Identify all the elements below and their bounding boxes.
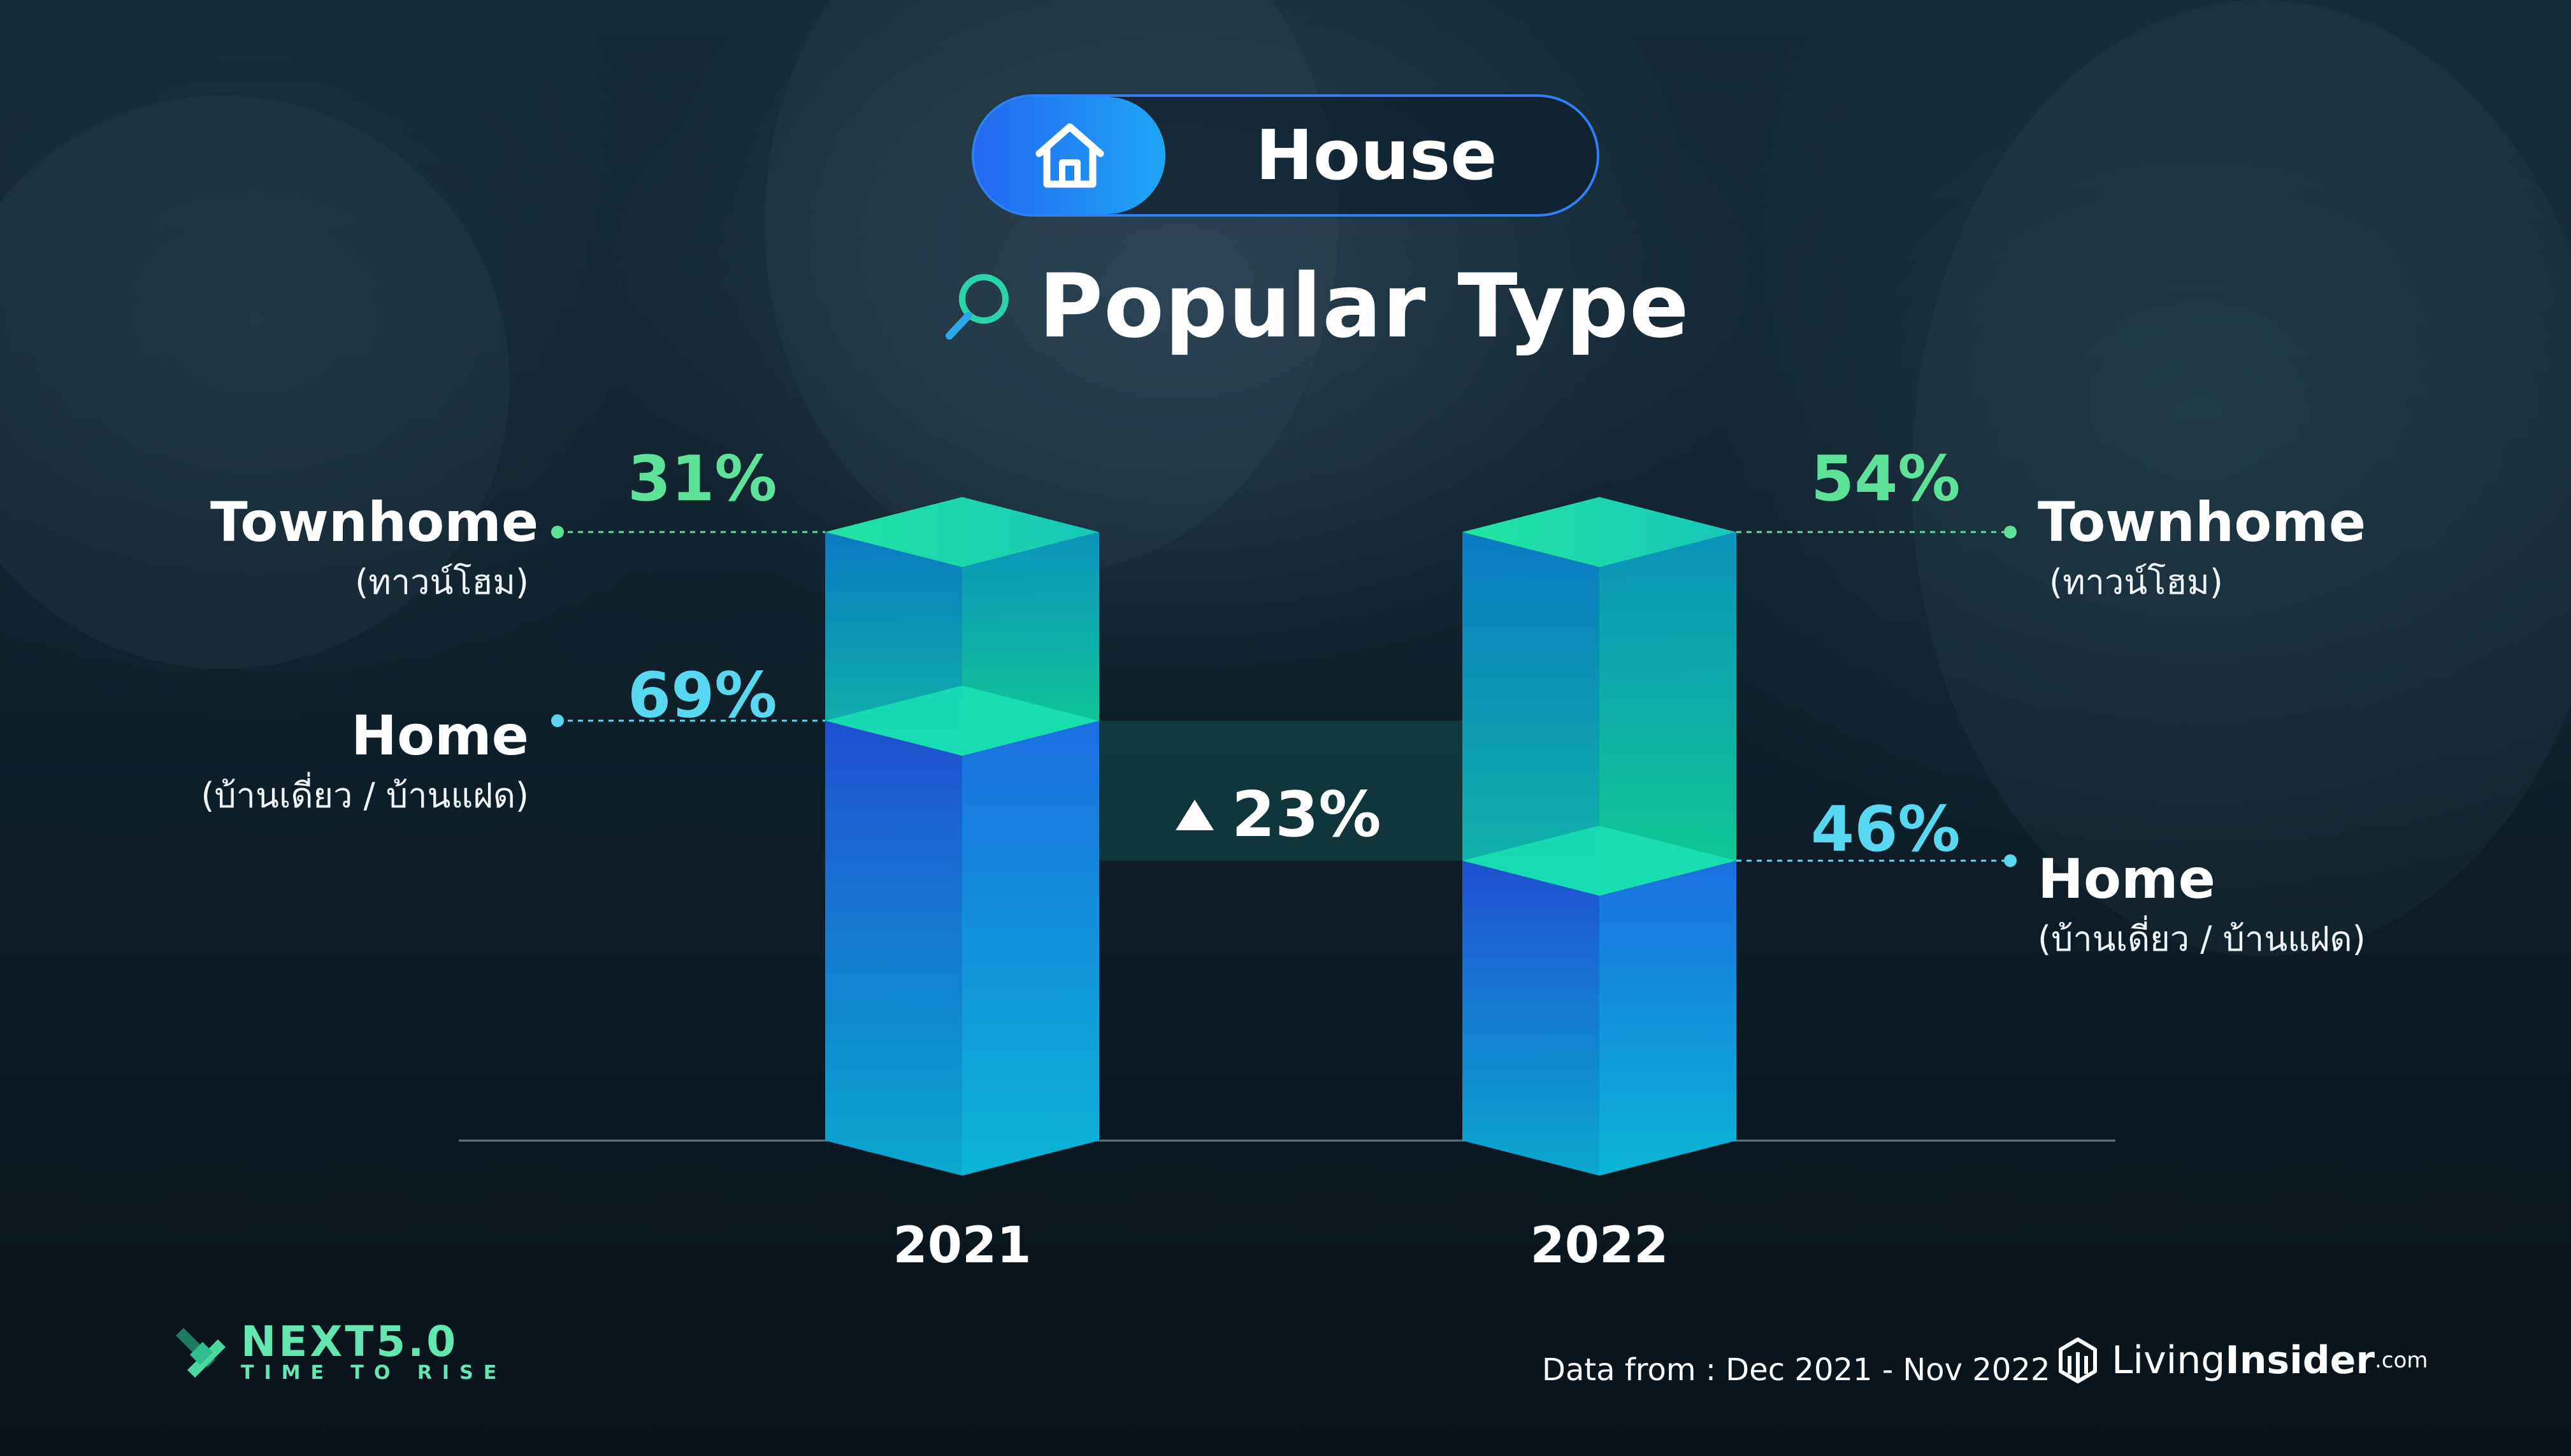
legend-townhome-name: Townhome <box>210 491 539 554</box>
legend-home-sub: (บ้านเดี่ยว / บ้านแฝด) <box>201 775 529 816</box>
bar-2022-townhome-right-face <box>1599 532 1736 896</box>
value-label-2021-townhome: 31% <box>628 443 777 515</box>
event-logo-icon <box>176 1328 226 1378</box>
data-source-note: Data from : Dec 2021 - Nov 2022 <box>1542 1352 2050 1388</box>
triangle-up-icon <box>1176 800 1214 830</box>
value-label-2022-home: 46% <box>1811 793 1961 866</box>
event-tagline: TIME TO RISE <box>241 1362 507 1384</box>
legend-home-sub: (บ้านเดี่ยว / บ้านแฝด) <box>2038 919 2366 959</box>
bar-2022-townhome-cap <box>1462 497 1736 567</box>
category-icon-wrap <box>974 97 1165 214</box>
leader-2021-townhome-dot <box>551 526 564 538</box>
change-highlight-band <box>1099 721 1462 861</box>
leader-2022-townhome-dot <box>2004 526 2017 538</box>
legend-townhome-sub: (ทาวน์โฮม) <box>355 562 529 602</box>
value-label-2022-townhome: 54% <box>1811 443 1961 515</box>
bar-2021-home-right-face <box>962 721 1099 1176</box>
bar-2022-home-left-face <box>1462 860 1599 1176</box>
value-label-2021-home: 69% <box>628 660 777 732</box>
brand-domain: .com <box>2374 1348 2428 1373</box>
bar-2021-home-cap <box>825 686 1099 756</box>
bar-2021-home-left-face <box>825 721 962 1176</box>
x-tick-label-2021: 2021 <box>893 1217 1032 1274</box>
bar-2022-home-cap <box>1462 825 1736 896</box>
bar-2021-townhome-cap <box>825 497 1099 567</box>
legend-townhome-name: Townhome <box>2038 491 2366 554</box>
background-figure <box>1912 0 2571 956</box>
legend-townhome-right: Townhome (ทาวน์โฮม) <box>2038 491 2366 609</box>
bar-2022-home-right-face <box>1599 860 1736 1176</box>
legend-home-name: Home <box>351 704 529 768</box>
category-label: House <box>1255 115 1497 196</box>
legend-townhome-left: Townhome (ทาวน์โฮม) <box>210 491 539 609</box>
event-name: NEXT5.0 <box>241 1317 459 1366</box>
x-tick-label-2022: 2022 <box>1530 1217 1669 1274</box>
leader-2022-home-dot <box>2004 854 2017 867</box>
legend-townhome-sub: (ทาวน์โฮม) <box>2049 562 2223 602</box>
event-logo: NEXT5.0 TIME TO RISE <box>171 1317 507 1385</box>
change-annotation: 23% <box>1176 779 1381 851</box>
background-figure <box>0 96 510 669</box>
legend-home-name: Home <box>2038 847 2215 911</box>
livinginsider-logo-icon <box>2059 1337 2097 1383</box>
bar-2022-townhome-left-face <box>1462 532 1599 896</box>
livinginsider-logo: Living Insider .com <box>2058 1337 2428 1384</box>
home-icon <box>1035 123 1104 188</box>
brand-name-part2: Insider <box>2225 1338 2375 1383</box>
change-value: 23% <box>1232 779 1381 851</box>
chart-layer <box>459 497 2115 1176</box>
chart-title-row: Popular Type <box>943 252 1690 360</box>
chart-title: Popular Type <box>1039 254 1690 357</box>
category-badge: House <box>972 94 1599 217</box>
legend-home-right: Home (บ้านเดี่ยว / บ้านแฝด) <box>2038 847 2366 966</box>
legend-home-left: Home (บ้านเดี่ยว / บ้านแฝด) <box>147 704 529 823</box>
search-icon <box>946 274 1009 340</box>
leader-2021-home-dot <box>551 714 564 728</box>
brand-name-part1: Living <box>2112 1338 2226 1383</box>
